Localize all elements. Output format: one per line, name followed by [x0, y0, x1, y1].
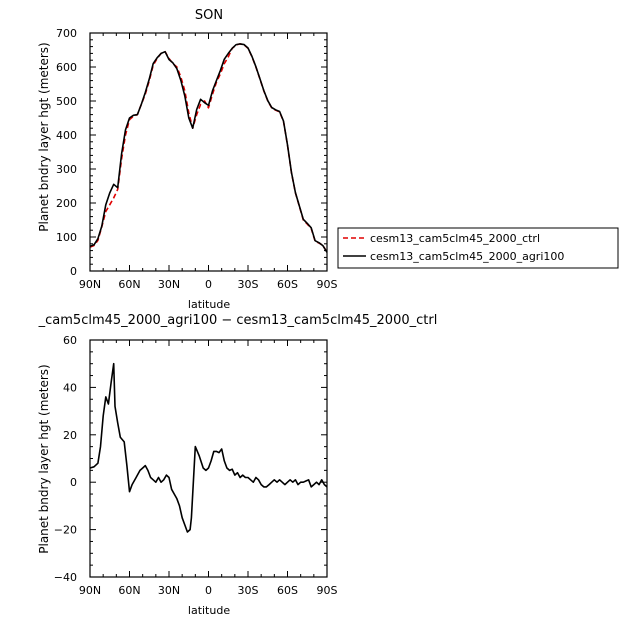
top-y-tick-label: 700	[56, 27, 77, 40]
bottom-x-tick-label: 30N	[158, 584, 180, 597]
legend-label-ctrl: cesm13_cam5clm45_2000_ctrl	[370, 232, 540, 245]
top-title: SON	[195, 8, 223, 23]
top-y-tick-label: 100	[56, 231, 77, 244]
bottom-y-tick-label: −40	[54, 571, 77, 584]
top-y-tick-label: 200	[56, 197, 77, 210]
top-x-tick-label: 60S	[277, 278, 298, 291]
bottom-y-tick-label: 60	[63, 334, 77, 347]
bottom-title: _cam5clm45_2000_agri100 − cesm13_cam5clm…	[38, 313, 438, 328]
bottom-y-tick-label: 40	[63, 381, 77, 394]
bottom-x-axis-label: latitude	[188, 604, 230, 617]
legend-box	[337, 227, 619, 269]
top-panel: SON Planet bndry layer hgt (meters) lati…	[37, 8, 338, 311]
top-plot-frame	[89, 32, 328, 272]
bottom-x-tick-label: 60N	[118, 584, 140, 597]
top-series-cesm13-cam5clm45-2000-ctrl	[89, 43, 328, 253]
top-x-tick-label: 60N	[118, 278, 140, 291]
top-x-tick-label: 30S	[238, 278, 259, 291]
legend-label-agri100: cesm13_cam5clm45_2000_agri100	[370, 250, 564, 263]
bottom-y-tick-label: 20	[63, 429, 77, 442]
bottom-x-tick-label: 90N	[79, 584, 101, 597]
top-series-cesm13-cam5clm45-2000-agri100	[89, 43, 328, 253]
top-y-tick-label: 0	[70, 265, 77, 278]
bottom-panel: _cam5clm45_2000_agri100 − cesm13_cam5clm…	[37, 313, 437, 617]
top-x-tick-label: 90S	[317, 278, 338, 291]
top-y-tick-label: 400	[56, 129, 77, 142]
bottom-x-tick-label: 30S	[238, 584, 259, 597]
top-y-axis-label: Planet bndry layer hgt (meters)	[37, 42, 51, 232]
top-x-axis-label: latitude	[188, 298, 230, 311]
top-y-tick-label: 500	[56, 95, 77, 108]
top-y-tick-label: 600	[56, 61, 77, 74]
top-y-tick-label: 300	[56, 163, 77, 176]
bottom-x-tick-label: 60S	[277, 584, 298, 597]
bottom-x-tick-label: 90S	[317, 584, 338, 597]
bottom-series-difference	[89, 362, 328, 533]
top-x-tick-label: 90N	[79, 278, 101, 291]
bottom-y-tick-label: 0	[70, 476, 77, 489]
top-x-tick-label: 0	[205, 278, 212, 291]
legend: cesm13_cam5clm45_2000_ctrl cesm13_cam5cl…	[337, 227, 619, 269]
top-x-tick-label: 30N	[158, 278, 180, 291]
bottom-x-tick-label: 0	[205, 584, 212, 597]
bottom-y-tick-label: −20	[54, 524, 77, 537]
bottom-y-axis-label: Planet bndry layer hgt (meters)	[37, 364, 51, 554]
